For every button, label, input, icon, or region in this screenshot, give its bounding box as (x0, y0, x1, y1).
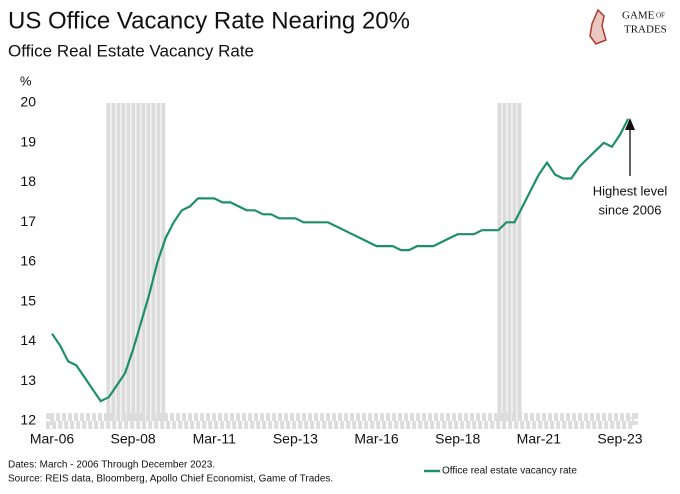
logo-text: GAME (622, 10, 655, 22)
data-line (51, 118, 630, 403)
baseline-band (46, 413, 639, 429)
x-tick-label: Mar-06 (30, 431, 75, 447)
footnote: Source: REIS data, Bloomberg, Apollo Chi… (8, 474, 333, 485)
chart-subtitle: Office Real Estate Vacancy Rate (8, 41, 254, 60)
y-unit: % (20, 73, 32, 88)
y-tick-label: 18 (20, 173, 36, 189)
shaded-period (141, 103, 146, 421)
y-tick-label: 14 (20, 332, 36, 348)
y-tick-label: 12 (20, 412, 36, 428)
legend-label: Office real estate vacancy rate (442, 466, 577, 477)
shaded-period (136, 103, 141, 421)
logo-icon (589, 8, 607, 45)
shaded-period (106, 103, 111, 421)
logo-text: OF (656, 12, 665, 20)
x-tick-label: Sep-23 (597, 431, 642, 447)
logo: GAME OF TRADES (589, 8, 667, 45)
chart-title: US Office Vacancy Rate Nearing 20% (8, 7, 410, 34)
x-tick-label: Mar-16 (354, 431, 399, 447)
shaded-period (497, 103, 502, 421)
y-tick-label: 20 (20, 94, 36, 110)
x-tick-label: Sep-18 (435, 431, 480, 447)
shaded-period (111, 103, 116, 421)
annotation: since 2006 (599, 202, 662, 217)
y-tick-label: 17 (20, 213, 36, 229)
y-tick-label: 19 (20, 133, 36, 149)
x-tick-label: Sep-08 (111, 431, 156, 447)
shaded-period (502, 103, 507, 421)
logo-text: TRADES (624, 24, 667, 36)
x-tick-label: Mar-11 (193, 431, 237, 447)
y-tick-label: 16 (20, 253, 36, 269)
y-tick-label: 13 (20, 372, 36, 388)
annotation-arrowhead (625, 118, 635, 130)
shaded-period (507, 103, 512, 421)
x-tick-label: Sep-13 (273, 431, 318, 447)
shaded-period (116, 103, 121, 421)
annotation: Highest level (593, 183, 668, 198)
shaded-period (151, 103, 156, 421)
y-tick-label: 15 (20, 292, 36, 308)
shaded-period (146, 103, 151, 421)
footnote: Dates: March - 2006 Through December 202… (8, 460, 215, 471)
shaded-period (126, 103, 131, 421)
x-tick-label: Mar-21 (517, 431, 562, 447)
shaded-period (517, 103, 522, 421)
shaded-period (121, 103, 126, 421)
shaded-period (161, 103, 166, 421)
shaded-period (512, 103, 517, 421)
shaded-period (131, 103, 136, 421)
